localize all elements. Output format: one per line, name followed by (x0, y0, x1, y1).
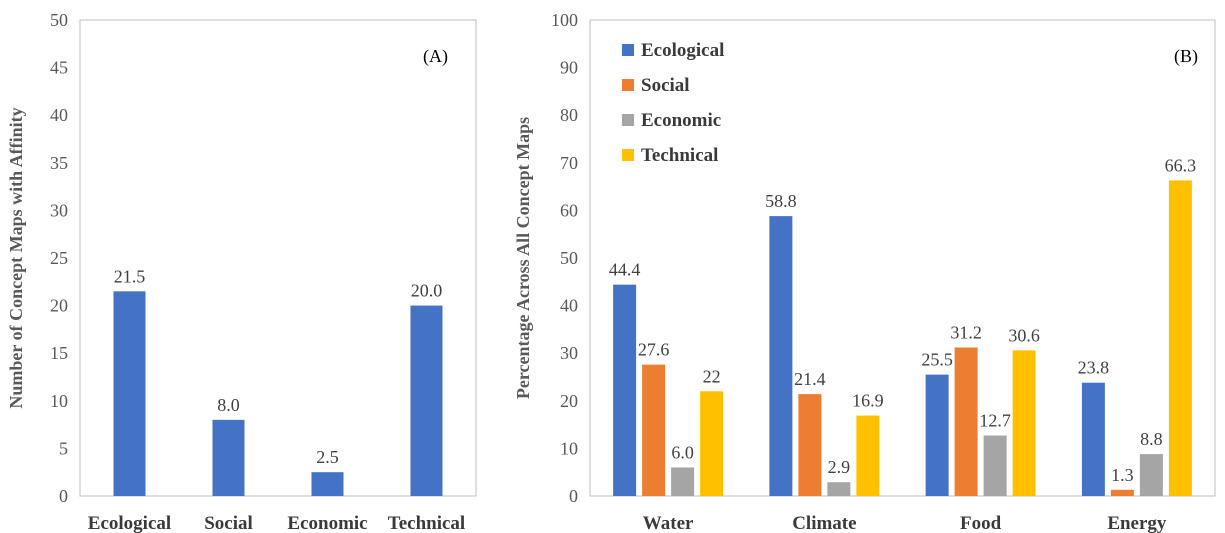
panel-a-y-tick-label: 10 (50, 391, 68, 411)
panel-b-bars (613, 180, 1192, 497)
panel-b-y-tick-label: 90 (560, 58, 578, 78)
panel-b-bar-energy-social (1110, 489, 1134, 496)
panel-b-bar-energy-ecological (1081, 382, 1105, 496)
panel-b-data-label-energy-technical: 66.3 (1165, 155, 1197, 175)
panel-b-label: (B) (1174, 46, 1198, 67)
panel-a-y-axis-title: Number of Concept Maps with Affinity (6, 107, 26, 408)
panel-b-bar-climate-ecological (769, 216, 793, 496)
panel-b-x-tick-water: Water (643, 513, 694, 533)
panel-b-bar-water-social (642, 364, 666, 496)
panel-b-data-label-food-social: 31.2 (950, 322, 982, 342)
panel-b-y-tick-label: 100 (551, 10, 578, 30)
panel-a-label: (A) (423, 46, 448, 67)
panel-a: (A) Number of Concept Maps with Affinity… (6, 10, 477, 533)
panel-b-data-label-water-social: 27.6 (638, 340, 670, 360)
panel-b-x-ticks: Water Climate Food Energy (643, 513, 1167, 533)
panel-a-x-tick-technical: Technical (388, 513, 465, 533)
panel-b-data-label-energy-economic: 8.8 (1140, 429, 1163, 449)
panel-a-bar-ecological (113, 291, 146, 496)
panel-b-data-label-climate-technical: 16.9 (852, 391, 884, 411)
panel-a-y-tick-label: 25 (50, 248, 68, 268)
panel-b-y-tick-label: 10 (560, 438, 578, 458)
panel-b-plot-frame (589, 19, 1216, 497)
panel-b-x-tick-food: Food (960, 513, 1002, 533)
panel-b-y-tick-label: 20 (560, 391, 578, 411)
panel-b-bar-climate-social (798, 394, 822, 496)
panel-b-data-label-climate-social: 21.4 (794, 369, 826, 389)
panel-a-y-tick-label: 5 (59, 438, 68, 458)
panel-a-bar-economic (311, 472, 344, 496)
panel-b-y-tick-label: 30 (560, 343, 578, 363)
panel-b-data-label-energy-social: 1.3 (1111, 465, 1134, 485)
panel-a-y-ticks: 0 5 10 15 20 25 30 35 40 45 50 (50, 10, 68, 506)
panel-b-data-label-water-technical: 22 (703, 366, 721, 386)
panel-a-x-tick-ecological: Ecological (88, 513, 171, 533)
panel-b-bar-food-ecological (925, 374, 949, 496)
panel-b-y-tick-label: 40 (560, 296, 578, 316)
panel-a-bars (113, 291, 443, 496)
panel-b-bar-food-technical (1012, 350, 1036, 496)
panel-a-data-label-social: 8.0 (217, 395, 240, 415)
panel-b-y-tick-label: 0 (569, 486, 578, 506)
panel-b-y-tick-label: 50 (560, 248, 578, 268)
panel-a-data-label-ecological: 21.5 (114, 266, 146, 286)
panel-b-data-label-climate-economic: 2.9 (828, 457, 851, 477)
legend-swatch-economic (622, 114, 634, 126)
panel-a-y-tick-label: 30 (50, 200, 68, 220)
panel-a-y-tick-label: 20 (50, 296, 68, 316)
panel-b: (B) Percentage Across All Concept Maps 0… (513, 10, 1216, 533)
panel-b-y-tick-label: 80 (560, 105, 578, 125)
panel-a-x-tick-economic: Economic (287, 513, 367, 533)
panel-b-x-tick-energy: Energy (1107, 513, 1167, 533)
legend-label-ecological: Ecological (641, 40, 724, 61)
panel-a-y-tick-label: 15 (50, 343, 68, 363)
legend-swatch-ecological (622, 44, 634, 56)
panel-b-bar-energy-economic (1139, 454, 1163, 496)
panel-b-bar-food-economic (983, 435, 1007, 496)
panel-a-bar-social (212, 419, 245, 496)
panel-a-plot-frame (79, 19, 477, 497)
panel-b-data-label-food-ecological: 25.5 (921, 350, 953, 370)
legend-label-social: Social (641, 75, 690, 96)
panel-b-bar-climate-technical (856, 415, 880, 496)
legend-swatch-social (622, 79, 634, 91)
panel-b-bar-water-technical (700, 391, 724, 496)
panel-b-data-label-water-ecological: 44.4 (609, 260, 641, 280)
panel-b-data-label-climate-ecological: 58.8 (765, 191, 797, 211)
panel-b-y-tick-label: 60 (560, 200, 578, 220)
panel-a-y-tick-label: 45 (50, 58, 68, 78)
panel-b-legend: Ecological Social Economic Technical (622, 40, 724, 166)
panel-a-y-tick-label: 40 (50, 105, 68, 125)
panel-a-bar-technical (410, 305, 443, 496)
panel-a-data-label-technical: 20.0 (411, 281, 443, 301)
panel-b-data-label-food-economic: 12.7 (979, 411, 1011, 431)
panel-a-x-ticks: Ecological Social Economic Technical (88, 513, 465, 533)
panel-b-data-label-energy-ecological: 23.8 (1078, 358, 1110, 378)
panel-b-bar-food-social (954, 347, 978, 496)
panel-b-x-tick-climate: Climate (792, 513, 856, 533)
panel-a-x-tick-social: Social (204, 513, 253, 533)
panel-b-data-label-food-technical: 30.6 (1008, 325, 1040, 345)
panel-a-y-tick-label: 50 (50, 10, 68, 30)
panel-b-bar-water-ecological (613, 284, 637, 496)
legend-label-technical: Technical (641, 145, 718, 166)
panel-b-y-ticks: 0 10 20 30 40 50 60 70 80 90 100 (551, 10, 578, 506)
panel-b-y-axis-title: Percentage Across All Concept Maps (513, 117, 533, 399)
panel-b-data-label-water-economic: 6.0 (671, 442, 694, 462)
panel-a-y-tick-label: 35 (50, 153, 68, 173)
panel-b-y-tick-label: 70 (560, 153, 578, 173)
legend-swatch-technical (622, 149, 634, 161)
panel-a-data-label-economic: 2.5 (316, 447, 339, 467)
panel-a-data-labels: 21.5 8.0 2.5 20.0 (114, 266, 443, 467)
panel-b-bar-energy-technical (1168, 180, 1192, 497)
panel-a-y-tick-label: 0 (59, 486, 68, 506)
legend-label-economic: Economic (641, 110, 721, 131)
panel-b-bar-water-economic (671, 467, 695, 496)
panel-b-bar-climate-economic (827, 482, 851, 496)
panel-b-data-labels: 44.4 27.6 6.0 22 58.8 21.4 2.9 16.9 25.5 31.2 12.7… (609, 155, 1196, 484)
